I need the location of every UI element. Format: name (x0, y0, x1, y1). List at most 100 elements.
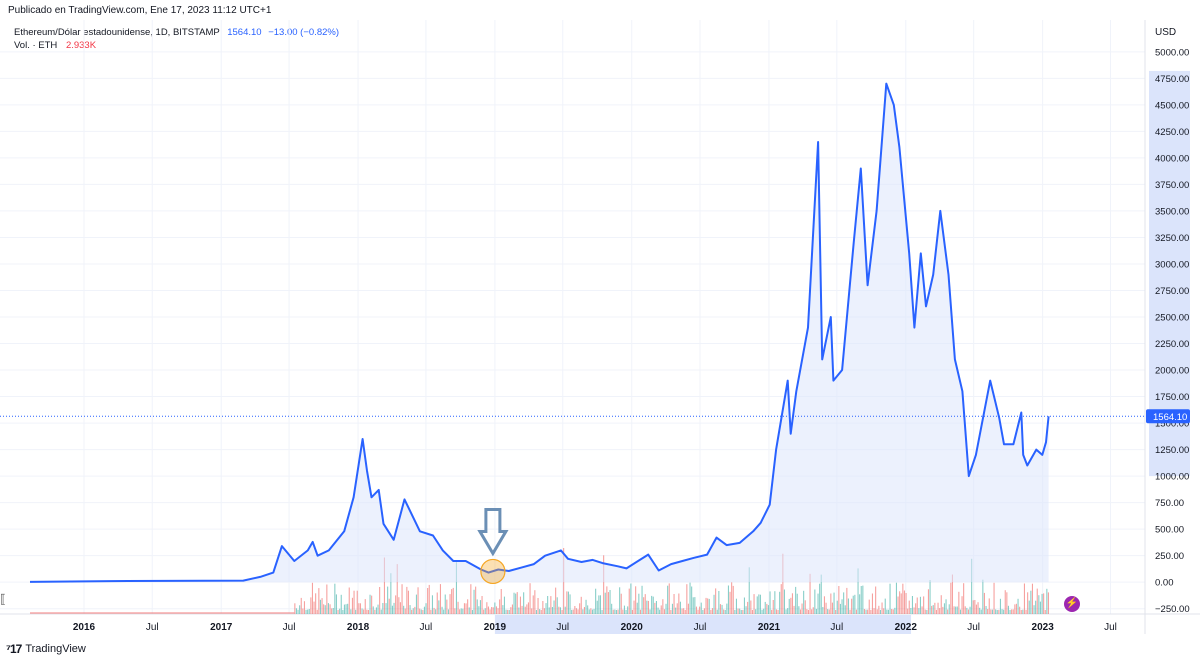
volume-bar (779, 591, 781, 614)
volume-bar (663, 609, 665, 614)
volume-bar (979, 607, 981, 614)
volume-bar (497, 608, 499, 614)
volume-bar (671, 603, 673, 614)
volume-bar (652, 596, 654, 614)
scroll-handle-icon[interactable]: ⟦ (0, 592, 6, 606)
volume-bar (889, 583, 891, 614)
volume-bar (702, 610, 704, 614)
volume-bar (403, 605, 405, 614)
volume-bar (871, 593, 873, 614)
volume-bar (439, 584, 441, 614)
volume-bar (300, 597, 302, 614)
volume-bar (908, 600, 910, 614)
time-tick-label: 2020 (621, 622, 644, 633)
volume-bar (476, 599, 478, 614)
lightning-icon[interactable]: ⚡ (1064, 596, 1080, 612)
volume-bar (467, 599, 469, 614)
volume-bar (399, 602, 401, 614)
volume-bar (654, 602, 656, 614)
volume-bar (1038, 595, 1040, 614)
volume-bar (844, 605, 846, 614)
volume-bar (793, 605, 795, 614)
volume-bar (494, 602, 496, 614)
volume-bar (686, 584, 688, 614)
volume-bar (676, 603, 678, 614)
volume-bar (985, 606, 987, 614)
volume-bar (595, 588, 597, 614)
volume-bar (745, 606, 747, 614)
volume-bar (988, 598, 990, 614)
volume-bar (863, 609, 865, 614)
volume-label[interactable]: Vol. · ETH (14, 40, 58, 51)
volume-bar (828, 609, 830, 614)
volume-bar (1028, 600, 1030, 614)
volume-bar (372, 606, 374, 614)
volume-bar (601, 610, 603, 614)
volume-bar (900, 593, 902, 614)
volume-bar (982, 579, 984, 614)
volume-bar (379, 587, 381, 614)
volume-bar (548, 607, 550, 614)
volume-bar (465, 603, 467, 614)
volume-bar (1004, 590, 1006, 614)
volume-bar (567, 591, 569, 614)
volume-bar (511, 604, 513, 614)
volume-bar (559, 607, 561, 614)
time-tick-label: 2018 (347, 622, 370, 633)
volume-bar (535, 610, 537, 614)
volume-bar (540, 610, 542, 614)
currency-label[interactable]: USD (1155, 27, 1177, 38)
volume-bar (1017, 598, 1019, 614)
volume-bar (452, 587, 454, 614)
volume-bar (809, 573, 811, 614)
volume-bar (990, 609, 992, 614)
volume-bar (980, 609, 982, 614)
volume-bar (539, 609, 541, 614)
volume-bar (579, 603, 581, 614)
volume-bar (911, 596, 913, 614)
volume-bar (948, 604, 950, 614)
time-tick-label: Jul (283, 622, 296, 633)
volume-bar (532, 595, 534, 614)
volume-bar (459, 609, 461, 614)
volume-bar (454, 608, 456, 614)
volume-bar (577, 609, 579, 614)
volume-bar (395, 595, 397, 614)
volume-bar (705, 597, 707, 614)
volume-bar (483, 609, 485, 614)
volume-bar (657, 607, 659, 614)
symbol-name[interactable]: Ethereum/Dólar estadounidense, 1D, BITST… (14, 27, 220, 38)
last-price: 1564.10 (227, 27, 262, 38)
volume-bar (367, 610, 369, 614)
symbol-legend: Ethereum/Dólar estadounidense, 1D, BITST… (14, 27, 339, 38)
volume-bar (649, 609, 651, 614)
volume-bar (836, 600, 838, 614)
volume-bar (521, 605, 523, 614)
volume-bar (510, 607, 512, 614)
volume-bar (764, 601, 766, 614)
volume-bar (734, 610, 736, 614)
volume-bar (787, 608, 789, 614)
volume-bar (435, 609, 437, 614)
volume-bar (655, 601, 657, 614)
volume-bar (323, 604, 325, 614)
volume-bar (998, 609, 1000, 614)
volume-bar (833, 592, 835, 614)
volume-bar (716, 609, 718, 614)
volume-bar (847, 598, 849, 614)
price-tick-label: 4250.00 (1155, 127, 1189, 138)
volume-bar (603, 555, 605, 614)
volume-bar (724, 610, 726, 614)
volume-bar (1023, 583, 1025, 614)
volume-bar (447, 609, 449, 614)
volume-bar (342, 610, 344, 614)
volume-bar (767, 605, 769, 614)
volume-bar (679, 601, 681, 614)
volume-bar (1033, 605, 1035, 614)
volume-bar (444, 594, 446, 614)
volume-bar (860, 586, 862, 614)
volume-bar (382, 603, 384, 614)
volume-bar (987, 609, 989, 614)
volume-bar (710, 610, 712, 614)
